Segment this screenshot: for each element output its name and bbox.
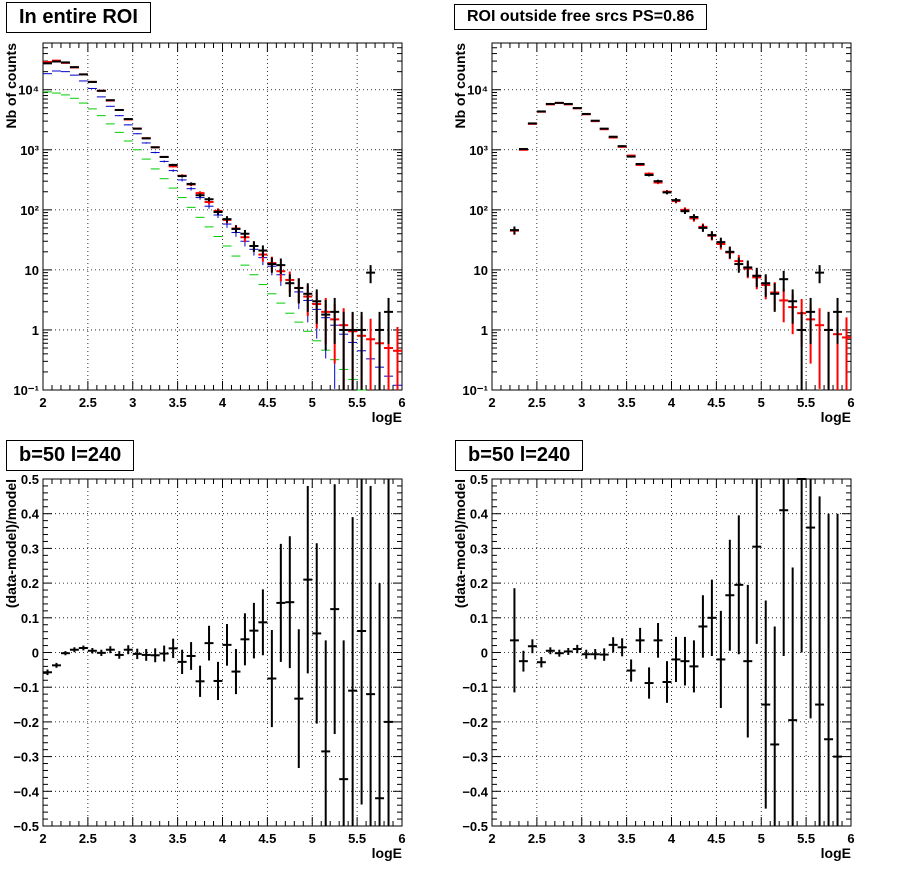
x-tick-label: 2 [488,831,495,846]
y-tick-label: 0.1 [470,611,488,626]
x-tick-label: 5 [758,395,765,410]
x-tick-label: 6 [847,831,854,846]
y-tick-label: 0.3 [470,541,488,556]
x-tick-label: 2.5 [528,395,546,410]
residual-plot-left: 2 2.5 3 3.5 4 4.5 5 5.5 6 −0.5 −0.4 −0.3 −0.2 −0.1 0 0.… [3,472,406,861]
y-axis-title: (data-model)/model [3,479,19,608]
panel-title: b=50 l=240 [6,440,135,471]
y-tick-label: 0.2 [470,576,488,591]
x-axis-title: logE [372,845,402,861]
counts-plot-outside-free-srcs: 2 2.5 3 3.5 4 4.5 5 5.5 6 10⁻¹ 1 10 10² 10³ 10⁴ logE Nb … [452,42,855,425]
y-tick-label: 10³ [20,143,39,158]
x-tick-label: 2 [39,395,46,410]
y-tick-label: −0.1 [462,680,488,695]
x-axis-title: logE [372,409,402,425]
x-tick-label: 6 [847,395,854,410]
x-tick-label: 3.5 [618,395,636,410]
y-axis-title: (data-model)/model [452,479,468,608]
x-tick-label: 4.5 [258,395,276,410]
y-tick-label: 0.5 [470,472,488,487]
y-tick-label: 0 [481,646,488,661]
panel-counts-outside-free-srcs: 2 2.5 3 3.5 4 4.5 5 5.5 6 10⁻¹ 1 10 10² 10³ 10⁴ logE Nb … [449,0,898,436]
y-tick-label: 1 [32,323,39,338]
x-tick-label: 3 [578,395,585,410]
y-tick-label: 10⁴ [467,83,488,98]
x-tick-label: 5.5 [348,831,366,846]
y-tick-label: −0.2 [13,715,39,730]
residual-plot-right: 2 2.5 3 3.5 4 4.5 5 5.5 6 −0.5 −0.4 −0.3 −0.2 −0.1 0 0.… [452,472,855,861]
x-tick-label: 2.5 [528,831,546,846]
x-tick-label: 6 [398,395,405,410]
y-tick-label: 10² [469,203,488,218]
x-axis-title: logE [821,409,851,425]
x-tick-label: 3 [129,395,136,410]
y-tick-label: 0 [32,646,39,661]
y-tick-label: −0.3 [462,750,488,765]
panel-title: ROI outside free srcs PS=0.86 [454,4,708,30]
x-tick-label: 4 [668,831,676,846]
x-tick-label: 3 [578,831,585,846]
y-tick-label: 0.4 [21,507,40,522]
y-tick-label: −0.3 [13,750,39,765]
y-tick-label: 10⁴ [18,83,39,98]
y-tick-label: −0.5 [462,819,488,834]
y-tick-label: 0.2 [21,576,39,591]
panel-residuals-left: 2 2.5 3 3.5 4 4.5 5 5.5 6 −0.5 −0.4 −0.3 −0.2 −0.1 0 0.… [0,436,449,871]
y-tick-label: 10³ [469,143,488,158]
panel-title: In entire ROI [6,2,151,33]
y-tick-label: 0.3 [21,541,39,556]
y-tick-label: −0.5 [13,819,39,834]
x-tick-label: 4.5 [707,831,725,846]
x-tick-label: 4 [219,395,227,410]
y-tick-label: −0.4 [462,784,488,799]
y-tick-label: 10⁻¹ [13,383,39,398]
x-tick-label: 4.5 [707,395,725,410]
y-tick-label: 10 [25,263,39,278]
y-axis-title: Nb of counts [452,43,468,129]
x-tick-label: 2.5 [79,831,97,846]
y-tick-label: 0.5 [21,472,39,487]
panel-residuals-right: 2 2.5 3 3.5 4 4.5 5 5.5 6 −0.5 −0.4 −0.3 −0.2 −0.1 0 0.… [449,436,898,871]
y-tick-label: −0.1 [13,680,39,695]
x-tick-label: 2 [488,395,495,410]
x-tick-label: 3.5 [169,831,187,846]
x-tick-label: 5.5 [797,831,815,846]
y-tick-label: 10² [20,203,39,218]
x-tick-label: 3.5 [169,395,187,410]
x-axis-title: logE [821,845,851,861]
y-axis-title: Nb of counts [3,43,19,129]
y-tick-label: −0.4 [13,784,39,799]
panel-counts-entire-roi: 2 2.5 3 3.5 4 4.5 5 5.5 6 10⁻¹ 1 10 10² 10³ 10⁴ logE Nb … [0,0,449,436]
x-tick-label: 6 [398,831,405,846]
x-tick-label: 4.5 [258,831,276,846]
x-tick-label: 4 [668,395,676,410]
y-tick-label: 10⁻¹ [462,383,488,398]
y-tick-label: 0.1 [21,611,39,626]
panel-title: b=50 l=240 [455,440,584,471]
y-tick-label: 1 [481,323,488,338]
x-tick-label: 2.5 [79,395,97,410]
x-tick-label: 2 [39,831,46,846]
x-tick-label: 5.5 [348,395,366,410]
x-tick-label: 5.5 [797,395,815,410]
y-tick-label: −0.2 [462,715,488,730]
x-tick-label: 3 [129,831,136,846]
x-tick-label: 5 [309,831,316,846]
y-tick-label: 0.4 [470,507,489,522]
x-tick-label: 3.5 [618,831,636,846]
x-tick-label: 5 [758,831,765,846]
x-tick-label: 5 [309,395,316,410]
counts-plot-entire-roi: 2 2.5 3 3.5 4 4.5 5 5.5 6 10⁻¹ 1 10 10² 10³ 10⁴ logE Nb … [3,42,406,425]
y-tick-label: 10 [474,263,488,278]
x-tick-label: 4 [219,831,227,846]
